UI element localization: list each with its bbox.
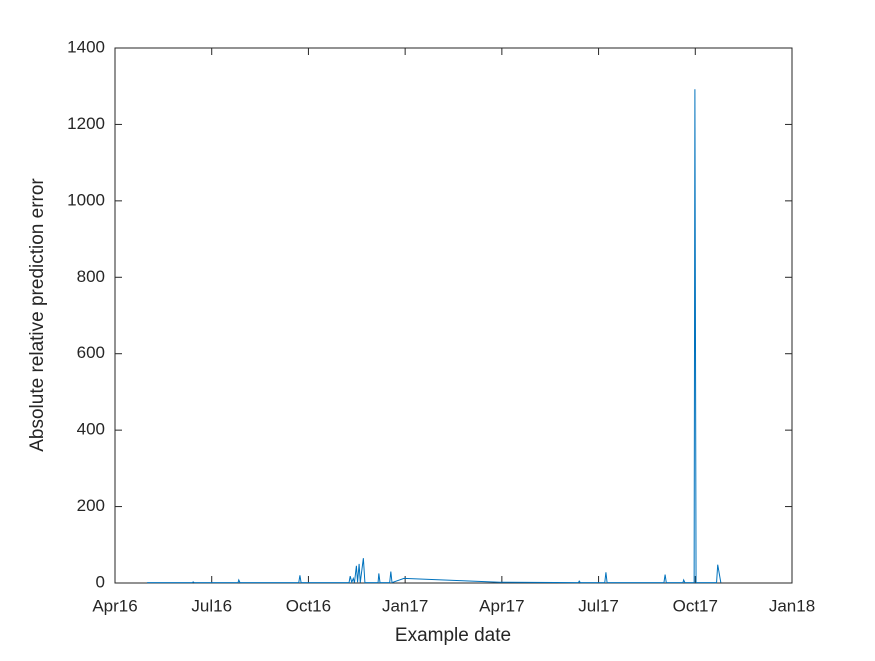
y-tick-label: 600: [77, 343, 105, 362]
y-tick-label: 200: [77, 496, 105, 515]
data-line: [147, 89, 722, 584]
x-tick-label: Jan18: [769, 596, 815, 615]
x-tick-label: Oct16: [286, 596, 331, 615]
y-tick-label: 1000: [67, 190, 105, 209]
x-axis-label: Example date: [395, 625, 511, 646]
y-tick-label: 400: [77, 420, 105, 439]
x-tick-label: Oct17: [673, 596, 718, 615]
axes-box: [114, 47, 793, 584]
x-tick-label: Jan17: [382, 596, 428, 615]
y-axis-label: Absolute relative prediction error: [27, 178, 48, 452]
y-tick-label: 1400: [67, 37, 105, 56]
x-tick-label: Jul16: [191, 596, 232, 615]
x-tick-label: Apr16: [92, 596, 137, 615]
y-tick-label: 1200: [67, 114, 105, 133]
x-tick-label: Apr17: [479, 596, 524, 615]
x-tick-label: Jul17: [578, 596, 619, 615]
y-tick-label: 800: [77, 267, 105, 286]
y-tick-label: 0: [96, 572, 105, 591]
